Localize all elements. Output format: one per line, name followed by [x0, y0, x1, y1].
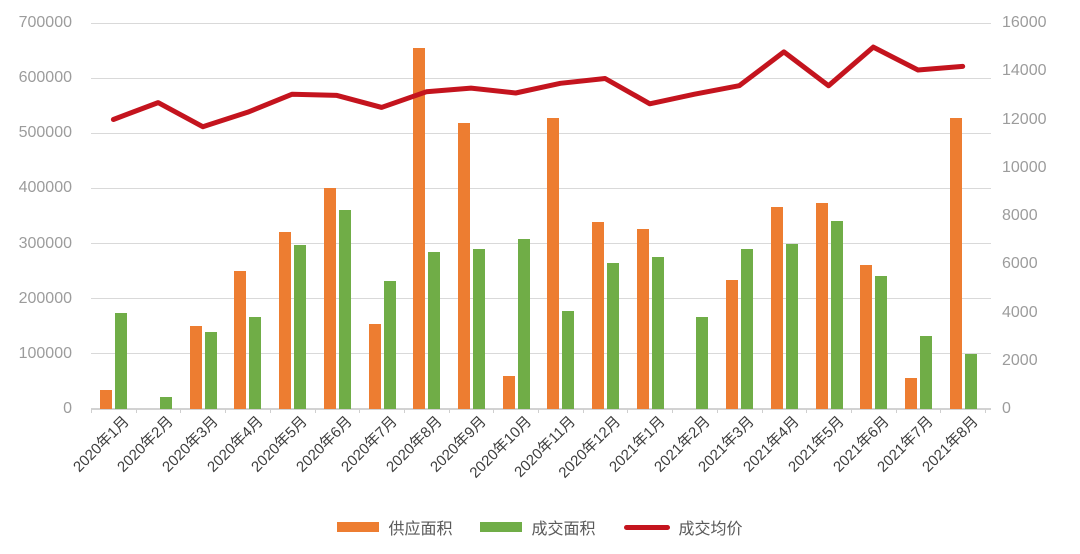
- x-axis-line: [91, 408, 991, 410]
- y-axis-label-left: 300000: [18, 234, 72, 252]
- legend-label-avg-price: 成交均价: [678, 521, 743, 538]
- x-axis-tick: [493, 409, 495, 413]
- x-axis-tick: [403, 409, 405, 413]
- x-axis-tick: [582, 409, 584, 413]
- x-axis-tick: [225, 409, 227, 413]
- bar-supply-area: [457, 123, 470, 409]
- y-axis-label-right: 10000: [1002, 158, 1047, 176]
- bar-supply-area: [413, 47, 426, 409]
- y-axis-label-left: 100000: [18, 344, 72, 362]
- bar-sold-area: [472, 249, 485, 409]
- legend-item-avg-price: 成交均价: [623, 515, 743, 539]
- bar-supply-area: [949, 117, 962, 409]
- bar-sold-area: [875, 275, 888, 409]
- x-axis-tick: [716, 409, 718, 413]
- x-axis-tick: [806, 409, 808, 413]
- x-axis-tick: [538, 409, 539, 413]
- bar-supply-area: [815, 203, 828, 409]
- y-axis-label-left: 0: [63, 400, 72, 417]
- bar-sold-area: [517, 238, 530, 409]
- bar-sold-area: [651, 256, 664, 409]
- x-axis-tick: [448, 409, 450, 413]
- y-axis-label-right: 12000: [1002, 110, 1047, 128]
- x-axis-tick: [672, 409, 674, 413]
- x-axis-tick: [135, 409, 137, 413]
- legend-swatch-supply-area: [337, 522, 380, 532]
- bar-sold-area: [830, 220, 843, 409]
- x-axis-tick: [91, 409, 92, 413]
- legend: 供应面积 成交面积 成交均价: [0, 515, 1080, 539]
- bar-supply-area: [636, 229, 649, 409]
- bar-sold-area: [428, 251, 441, 409]
- x-axis-tick: [269, 409, 271, 413]
- bar-sold-area: [964, 353, 977, 409]
- bar-sold-area: [785, 243, 798, 409]
- bar-sold-area: [338, 209, 351, 409]
- y-axis-label-left: 600000: [18, 69, 72, 87]
- bar-supply-area: [770, 206, 783, 409]
- bar-supply-area: [279, 231, 292, 409]
- bar-sold-area: [696, 316, 709, 409]
- bar-supply-area: [547, 118, 560, 409]
- y-axis-label-right: 8000: [1002, 207, 1038, 224]
- avg-price-line: [110, 44, 966, 130]
- legend-swatch-sold-area: [480, 522, 523, 532]
- x-axis-tick: [180, 409, 182, 413]
- y-axis-label-right: 2000: [1002, 351, 1038, 369]
- gridline: [91, 22, 991, 24]
- legend-swatch-avg-price: [623, 524, 670, 530]
- x-axis-tick: [627, 409, 629, 413]
- x-axis-tick: [761, 409, 763, 413]
- bar-sold-area: [607, 262, 620, 409]
- y-axis-label-left: 500000: [18, 124, 72, 142]
- gridline: [91, 132, 991, 134]
- gridline: [91, 353, 991, 355]
- x-axis-tick: [314, 409, 316, 413]
- gridline: [91, 187, 991, 189]
- bar-sold-area: [562, 311, 575, 409]
- bar-supply-area: [368, 323, 381, 409]
- bar-sold-area: [249, 316, 262, 409]
- gridline: [91, 298, 991, 300]
- x-axis-tick: [850, 409, 852, 413]
- y-axis-label-right: 14000: [1002, 62, 1047, 80]
- bar-supply-area: [234, 270, 247, 409]
- bar-sold-area: [741, 249, 754, 409]
- bar-sold-area: [383, 280, 396, 409]
- y-axis-label-right: 16000: [1002, 14, 1047, 31]
- bar-supply-area: [323, 187, 336, 409]
- bar-sold-area: [204, 332, 217, 409]
- x-axis-tick: [985, 409, 986, 413]
- y-axis-label-right: 4000: [1002, 303, 1038, 321]
- gridline: [91, 243, 991, 245]
- bar-supply-area: [904, 377, 917, 409]
- y-axis-label-right: 0: [1002, 400, 1011, 417]
- legend-label-supply-area: 供应面积: [388, 521, 453, 538]
- bar-supply-area: [860, 264, 873, 409]
- bar-supply-area: [502, 375, 515, 409]
- y-axis-label-left: 700000: [18, 14, 72, 31]
- legend-label-sold-area: 成交面积: [531, 521, 596, 538]
- bar-sold-area: [919, 336, 932, 409]
- bar-sold-area: [160, 397, 173, 409]
- bar-supply-area: [726, 279, 739, 409]
- x-axis-tick: [359, 409, 361, 413]
- bar-sold-area: [294, 245, 307, 409]
- bar-sold-area: [115, 313, 128, 409]
- gridline: [91, 77, 991, 79]
- y-axis-label-left: 400000: [18, 179, 72, 197]
- bar-supply-area: [100, 389, 113, 409]
- y-axis-label-right: 6000: [1002, 255, 1038, 273]
- x-axis-tick: [940, 409, 942, 413]
- x-axis-tick: [895, 409, 897, 413]
- legend-item-supply-area: 供应面积: [337, 515, 452, 539]
- y-axis-label-left: 200000: [18, 289, 72, 307]
- bar-supply-area: [592, 221, 605, 409]
- legend-item-sold-area: 成交面积: [480, 515, 596, 539]
- bar-supply-area: [189, 325, 202, 409]
